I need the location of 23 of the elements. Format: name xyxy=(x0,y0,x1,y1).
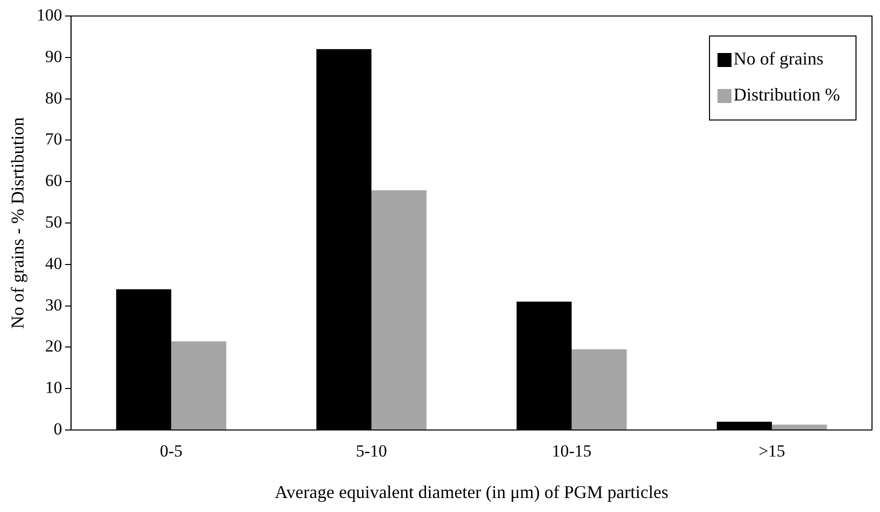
legend-label: Distribution % xyxy=(734,84,840,105)
y-tick-label: 100 xyxy=(36,5,62,24)
y-tick-label: 80 xyxy=(45,88,62,108)
bar xyxy=(572,349,627,430)
legend-label: No of grains xyxy=(734,48,824,69)
bar xyxy=(772,424,827,430)
y-tick-label: 90 xyxy=(45,46,62,66)
y-axis-title: No of grains - % Disrtibution xyxy=(8,117,28,329)
x-tick-label: >15 xyxy=(758,442,786,461)
y-tick-label: 10 xyxy=(45,378,62,398)
bar xyxy=(371,190,426,430)
y-tick-label: 30 xyxy=(45,295,62,314)
x-tick-label: 5-10 xyxy=(356,442,388,461)
x-tick-label: 10-15 xyxy=(552,442,592,461)
y-tick-label: 70 xyxy=(45,130,62,149)
y-tick-label: 40 xyxy=(45,254,62,273)
y-tick-label: 50 xyxy=(45,212,62,232)
y-tick-label: 20 xyxy=(45,336,62,356)
x-axis-title: Average equivalent diameter (in μm) of PGM particles xyxy=(274,482,668,502)
x-tick-label: 0-5 xyxy=(160,442,183,461)
y-tick-label: 0 xyxy=(54,419,62,438)
y-tick-label: 60 xyxy=(45,171,62,190)
bar xyxy=(171,341,226,430)
